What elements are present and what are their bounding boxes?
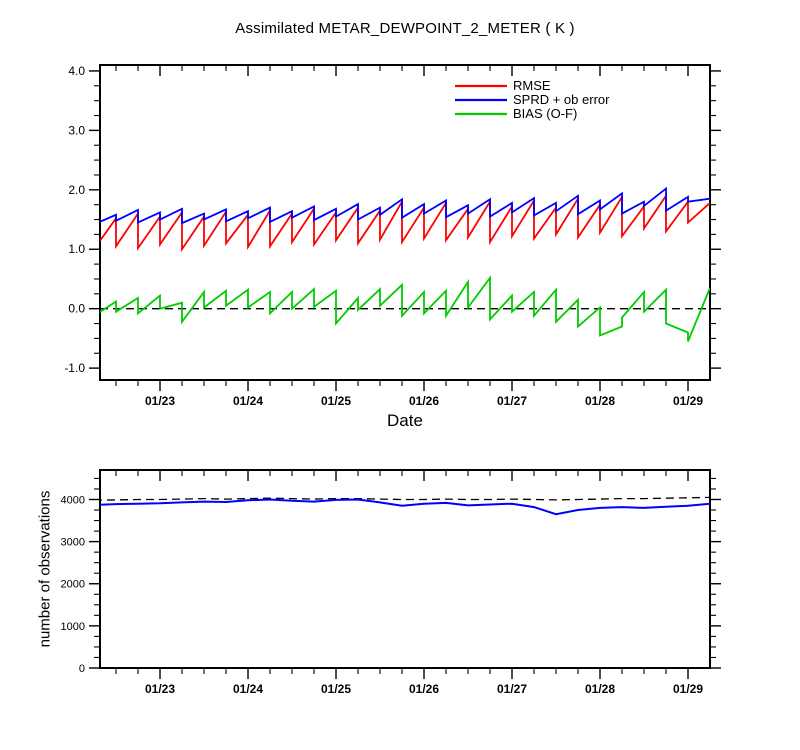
- top-panel: 01/23 01/24 01/25 01/26 01/27 01/28 01/29 -1.0 0…: [64, 64, 721, 408]
- svg-text:3.0: 3.0: [68, 123, 85, 137]
- svg-text:3000: 3000: [61, 537, 85, 549]
- series-line-bias-o-f-: [100, 275, 710, 342]
- plot-frame: [99, 469, 711, 669]
- svg-text:-1.0: -1.0: [64, 361, 85, 375]
- svg-text:BIAS (O-F): BIAS (O-F): [513, 106, 577, 121]
- svg-text:SPRD + ob error: SPRD + ob error: [513, 92, 610, 107]
- svg-text:4.0: 4.0: [68, 64, 85, 78]
- svg-text:0.0: 0.0: [68, 302, 85, 316]
- chart-title: Assimilated METAR_DEWPOINT_2_METER ( K ): [235, 20, 575, 37]
- svg-text:01/24: 01/24: [233, 682, 263, 696]
- svg-text:1000: 1000: [61, 621, 85, 633]
- svg-text:01/25: 01/25: [321, 682, 351, 696]
- svg-text:0: 0: [79, 663, 85, 675]
- svg-text:01/26: 01/26: [409, 394, 439, 408]
- svg-text:01/28: 01/28: [585, 394, 615, 408]
- svg-text:01/25: 01/25: [321, 394, 351, 408]
- tick-marks: [89, 65, 721, 391]
- series-line-sprd-ob-error: [100, 186, 710, 225]
- svg-text:01/29: 01/29: [673, 394, 703, 408]
- svg-text:01/27: 01/27: [497, 394, 527, 408]
- svg-text:2.0: 2.0: [68, 183, 85, 197]
- svg-text:01/27: 01/27: [497, 682, 527, 696]
- svg-text:01/24: 01/24: [233, 394, 263, 408]
- yaxis-title-observations: number of observations: [36, 490, 54, 648]
- svg-text:01/29: 01/29: [673, 682, 703, 696]
- series-line-rmse: [100, 192, 710, 253]
- svg-text:01/23: 01/23: [145, 682, 175, 696]
- svg-text:1.0: 1.0: [68, 242, 85, 256]
- series-line-observations-possible: [100, 496, 710, 501]
- xaxis-title-date: Date: [387, 411, 423, 430]
- svg-text:01/26: 01/26: [409, 682, 439, 696]
- svg-text:2000: 2000: [61, 579, 85, 591]
- plot-frame: [99, 64, 711, 381]
- svg-text:4000: 4000: [61, 494, 85, 506]
- svg-text:RMSE: RMSE: [513, 78, 551, 93]
- bottom-panel: 01/23 01/24 01/25 01/26 01/27 01/28 01/29 0 1000…: [61, 469, 721, 696]
- svg-text:01/23: 01/23: [145, 394, 175, 408]
- svg-text:01/28: 01/28: [585, 682, 615, 696]
- series-line-observations-assimilated: [100, 498, 710, 516]
